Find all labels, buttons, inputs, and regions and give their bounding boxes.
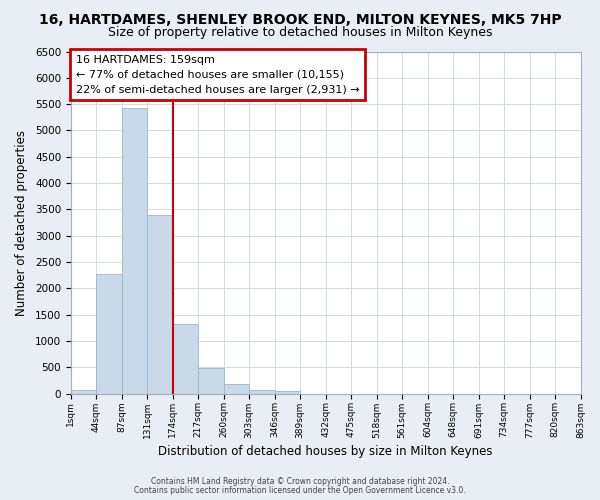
X-axis label: Distribution of detached houses by size in Milton Keynes: Distribution of detached houses by size … — [158, 444, 493, 458]
Bar — [224, 384, 249, 394]
Y-axis label: Number of detached properties: Number of detached properties — [15, 130, 28, 316]
Text: Size of property relative to detached houses in Milton Keynes: Size of property relative to detached ho… — [108, 26, 492, 39]
Bar — [71, 390, 97, 394]
Bar — [173, 324, 199, 394]
Text: Contains HM Land Registry data © Crown copyright and database right 2024.: Contains HM Land Registry data © Crown c… — [151, 477, 449, 486]
Text: 16 HARTDAMES: 159sqm
← 77% of detached houses are smaller (10,155)
22% of semi-d: 16 HARTDAMES: 159sqm ← 77% of detached h… — [76, 55, 359, 94]
Bar — [199, 368, 224, 394]
Bar — [148, 215, 173, 394]
Bar — [249, 390, 275, 394]
Bar — [97, 274, 122, 394]
Bar — [275, 392, 300, 394]
Text: Contains public sector information licensed under the Open Government Licence v3: Contains public sector information licen… — [134, 486, 466, 495]
Bar — [122, 108, 148, 394]
Text: 16, HARTDAMES, SHENLEY BROOK END, MILTON KEYNES, MK5 7HP: 16, HARTDAMES, SHENLEY BROOK END, MILTON… — [38, 12, 562, 26]
